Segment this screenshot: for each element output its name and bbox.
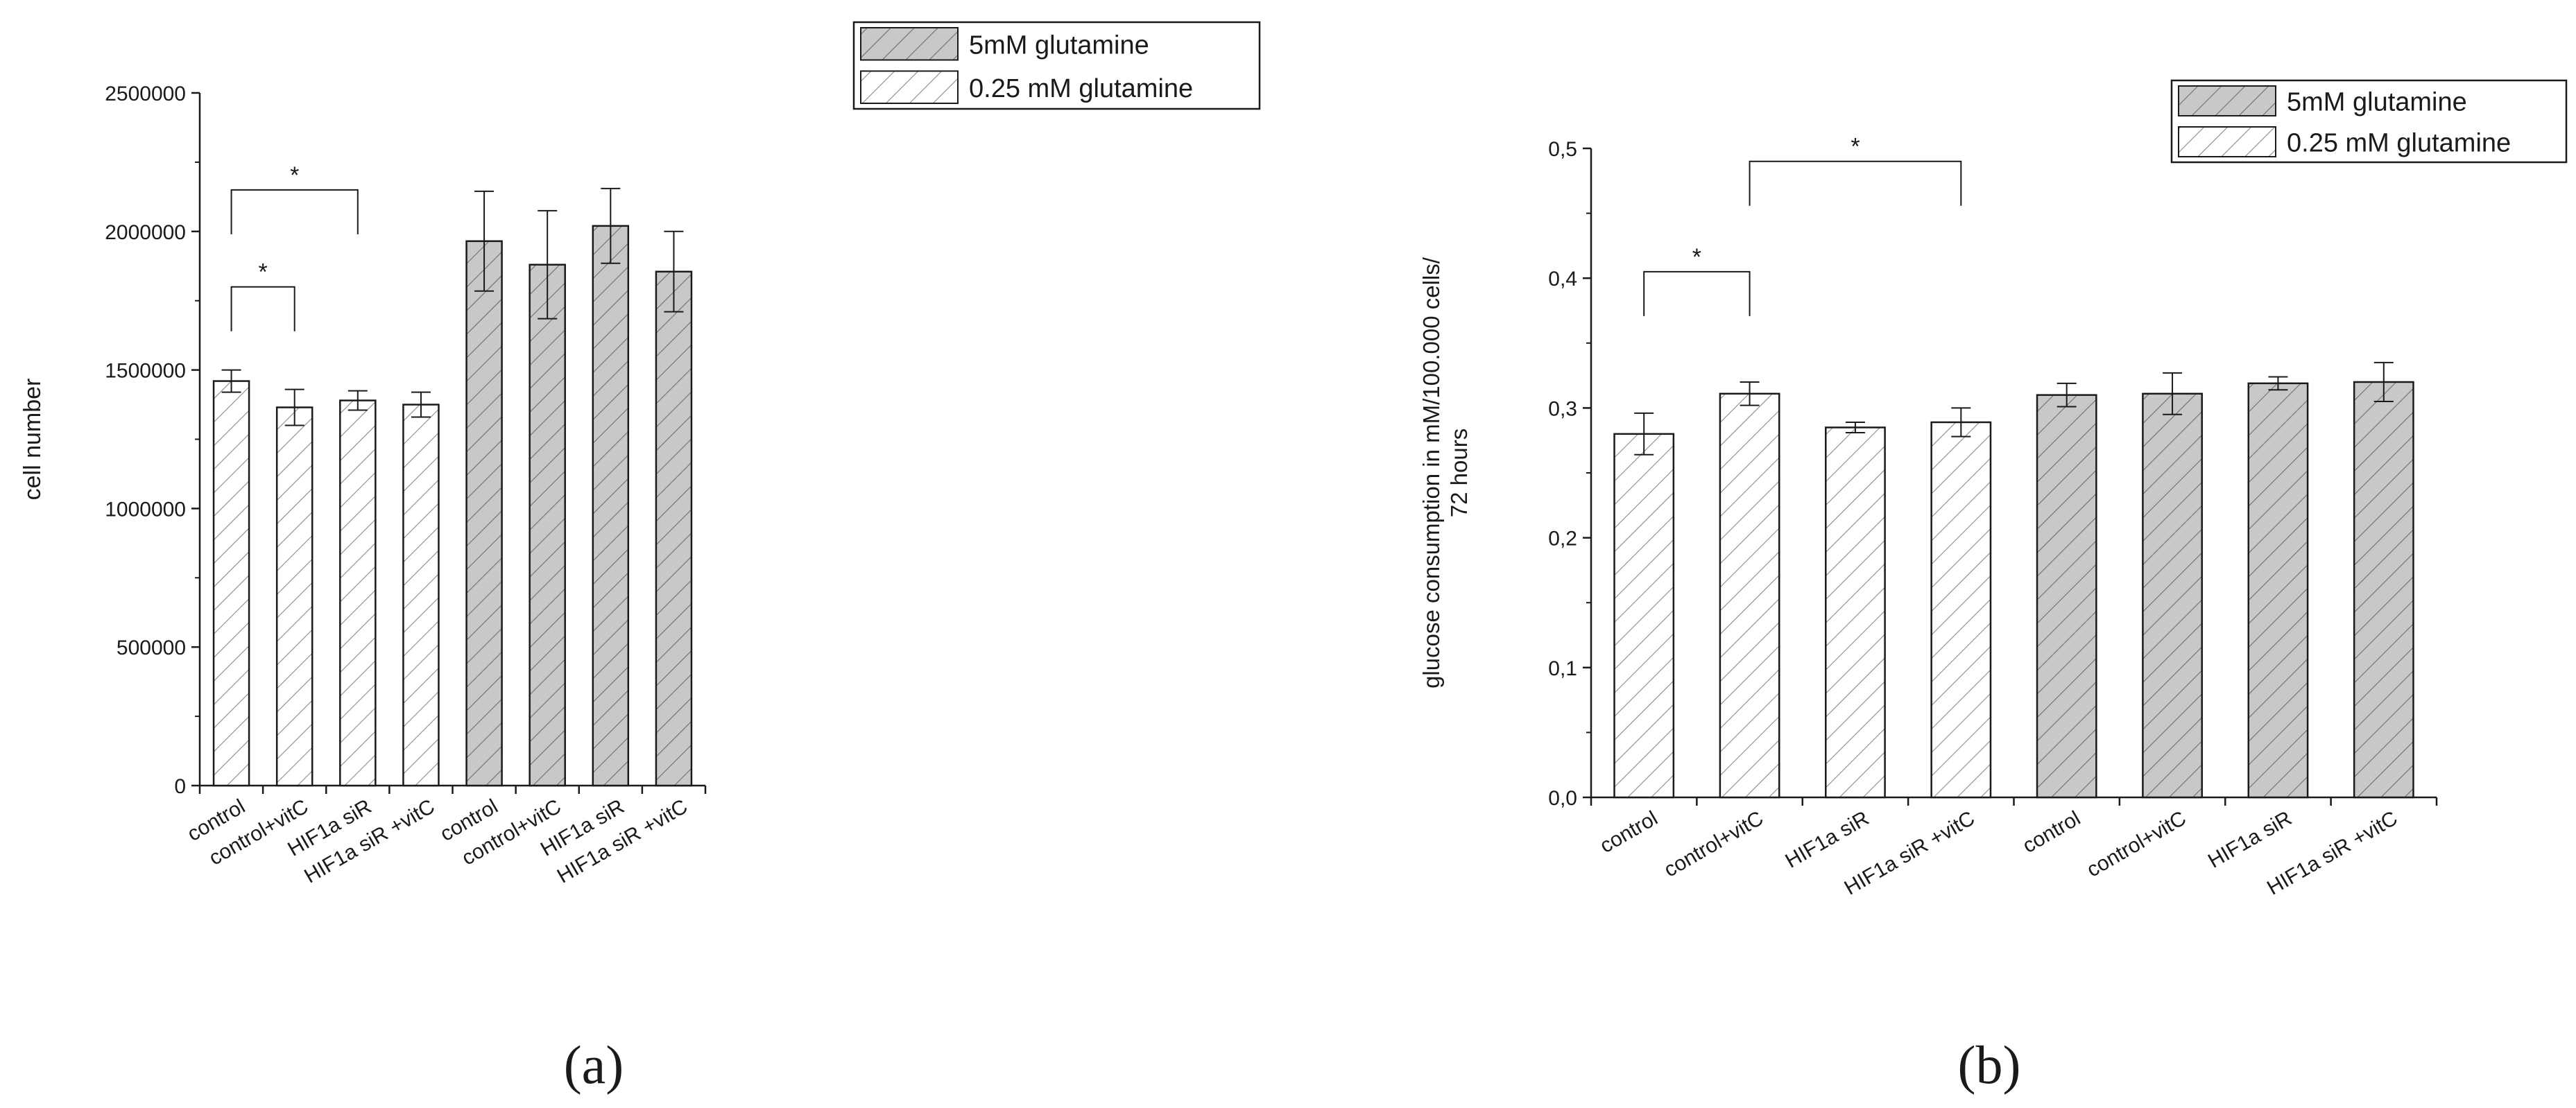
y-tick-label: 0,0 [1548, 787, 1577, 810]
y-tick-label: 0,3 [1548, 397, 1577, 420]
bar [2353, 381, 2414, 799]
x-tick-label: control+vitC [1660, 806, 1767, 881]
y-axis-label-line: 72 hours [1446, 429, 1472, 517]
bar [465, 240, 503, 787]
y-tick-label: 2000000 [105, 221, 186, 244]
y-tick-label: 0,5 [1548, 138, 1577, 161]
bar [1825, 426, 1886, 799]
significance-bracket [230, 189, 359, 234]
x-tick-label: control+vitC [2083, 806, 2190, 881]
bar [655, 270, 693, 787]
bar [402, 404, 440, 787]
chart-glucose-consumption: 0,0 0,1 0,2 0,3 0,4 0,5 glucose consumption in… [1418, 79, 2568, 900]
y-tick-label: 2500000 [105, 83, 186, 105]
significance-star: * [290, 162, 299, 189]
legend-label: 5mM glutamine [2287, 88, 2467, 117]
y-tick-label: 500000 [117, 637, 186, 659]
x-tick-label: control [1596, 806, 1661, 858]
y-tick-label: 1500000 [105, 360, 186, 383]
legend-swatch [860, 70, 959, 104]
panel-a-label: (a) [564, 1035, 624, 1095]
bar [1613, 433, 1675, 799]
y-axis-label: glucose consumption in mM/100.000 cells/… [1418, 257, 1472, 689]
significance-star: * [1851, 134, 1860, 160]
bar [1719, 392, 1780, 799]
x-tick-label: HIF1a siR [2204, 806, 2296, 872]
legend-swatch [2178, 85, 2276, 116]
y-tick-label: 0,1 [1548, 657, 1577, 680]
y-axis-label-line: glucose consumption in mM/100.000 cells/ [1418, 257, 1444, 689]
y-tick-label: 0,2 [1548, 528, 1577, 551]
significance-bracket [230, 286, 295, 331]
legend-label: 0.25 mM glutamine [969, 74, 1193, 103]
legend-swatch [860, 27, 959, 61]
bar [2247, 382, 2309, 799]
bar [2036, 394, 2097, 799]
bar [1930, 421, 1992, 799]
y-tick-label: 0,4 [1548, 268, 1577, 291]
bar [212, 380, 250, 787]
legend-swatch [2178, 126, 2276, 157]
significance-bracket [1749, 160, 1962, 206]
x-tick-label: HIF1a siR [1781, 806, 1873, 872]
bar [275, 406, 314, 787]
bar [529, 263, 566, 787]
significance-bracket [1643, 270, 1751, 316]
panel-b-label: (b) [1958, 1035, 2021, 1095]
bar [592, 225, 630, 787]
x-tick-label: control [2019, 806, 2084, 858]
y-axis-label: cell number [19, 379, 46, 501]
legend-label: 0.25 mM glutamine [2287, 129, 2511, 158]
legend-label: 5mM glutamine [969, 31, 1149, 60]
bar [339, 399, 377, 787]
significance-star: * [259, 259, 268, 286]
y-tick-label: 1000000 [105, 498, 186, 521]
chart-cell-number: 0 500000 1000000 1500000 2000000 2500000 cell … [19, 21, 1261, 888]
y-tick-label: 0 [174, 775, 186, 798]
significance-star: * [1692, 244, 1701, 270]
bar [2142, 392, 2203, 799]
